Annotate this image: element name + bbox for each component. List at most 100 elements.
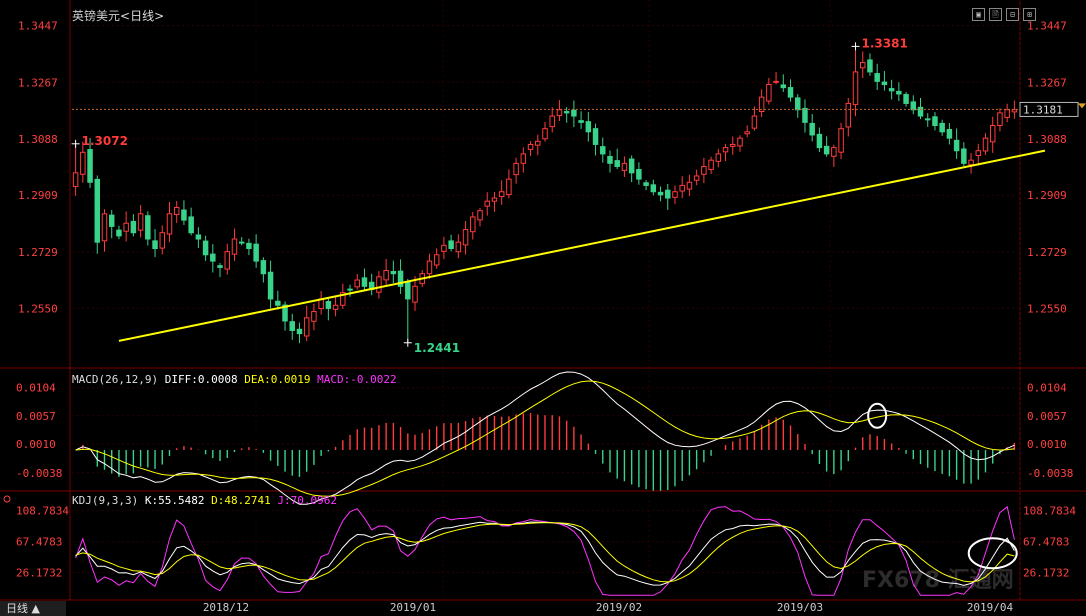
kdj-tick-label-right: 108.7834: [1023, 505, 1076, 518]
j-value: 70.0962: [290, 494, 337, 507]
macd-tick-label: 0.0104: [16, 382, 56, 395]
candle-body: [989, 125, 996, 143]
candle-body: [766, 84, 772, 102]
macd-value: -0.0022: [350, 373, 397, 386]
candle-body: [600, 146, 606, 155]
minimize-icon[interactable]: ⊟: [1006, 8, 1019, 21]
candle-body: [549, 115, 555, 128]
candle-body: [737, 137, 743, 147]
candle-body: [188, 216, 194, 234]
candle-body: [896, 90, 902, 95]
candle-body: [347, 288, 353, 291]
candle-body: [867, 59, 873, 73]
candle-body: [961, 148, 967, 164]
macd-tick-label: -0.0038: [16, 467, 62, 480]
window-icon[interactable]: ▣: [972, 8, 985, 21]
kdj-tick-label: 67.4783: [16, 536, 62, 549]
price-tick-label-right: 1.3267: [1027, 76, 1067, 89]
candle-body: [968, 159, 974, 166]
candle-body: [72, 172, 79, 188]
candle-body: [708, 159, 714, 170]
candle-body: [260, 260, 267, 275]
candle-body: [238, 241, 245, 244]
candle-body: [730, 143, 736, 147]
candle-body: [975, 150, 982, 157]
extreme-label: 1.2441: [414, 341, 460, 355]
candle-body: [412, 285, 418, 303]
candle-body: [802, 107, 808, 123]
kdj-tick-label-right: 67.4783: [1023, 536, 1069, 549]
macd-tick-label-right: 0.0057: [1027, 410, 1067, 423]
candle-body: [607, 155, 613, 164]
candle-body: [715, 153, 722, 162]
macd-title: MACD(26,12,9): [72, 373, 159, 386]
macd-tick-label: 0.0057: [16, 410, 56, 423]
candle-body: [405, 281, 411, 300]
candle-body: [946, 129, 953, 139]
last-price-arrow-icon: [1078, 103, 1086, 109]
price-tick-label-right: 1.2729: [1027, 246, 1067, 259]
j-label: J:70.0962: [277, 494, 337, 507]
candle-body: [701, 166, 707, 175]
candle-body: [556, 109, 563, 117]
candle-body: [860, 61, 866, 69]
candle-body: [924, 118, 931, 121]
date-tick-label: 2019/02: [596, 601, 642, 614]
d-value: 48.2741: [224, 494, 271, 507]
diff-line: [75, 371, 1015, 505]
dea-line: [75, 380, 1015, 497]
price-tick-label: 1.3088: [18, 133, 58, 146]
price-tick-label: 1.3267: [18, 76, 58, 89]
candle-body: [722, 147, 729, 153]
candle-body: [795, 97, 801, 111]
date-tick-label: 2019/04: [967, 601, 1014, 614]
candle-body: [383, 270, 389, 281]
date-axis: 2018/12 2019/01 2019/02 2019/03 2019/04: [203, 601, 1014, 614]
candle-body: [275, 300, 281, 306]
candle-body: [477, 210, 483, 221]
candle-body: [506, 178, 512, 196]
kdj-header: KDJ(9,3,3) K:55.5482 D:48.2741 J:70.0962: [72, 494, 337, 507]
candle-body: [838, 128, 844, 153]
candle-body: [520, 153, 527, 164]
candle-body: [397, 270, 404, 287]
maximize-icon[interactable]: ⊞: [1023, 8, 1036, 21]
price-tick-label: 1.2729: [18, 246, 58, 259]
candle-body: [1011, 109, 1018, 113]
candle-body: [145, 215, 151, 240]
candle-body: [94, 178, 101, 243]
candle-body: [433, 254, 440, 266]
dea-value: 0.0019: [270, 373, 311, 386]
candle-body: [852, 71, 859, 106]
indicator-dot-icon: [3, 495, 11, 503]
candle-body: [470, 216, 476, 233]
kdj-title: KDJ(9,3,3): [72, 494, 139, 507]
kdj-tick-label: 26.1732: [16, 567, 62, 580]
candle-body: [917, 106, 924, 117]
candle-body: [592, 128, 599, 145]
kdj-tick-label-right: 26.1732: [1023, 567, 1069, 580]
candle-body: [491, 197, 498, 202]
candle-body: [390, 270, 397, 275]
period-label: <日线>: [120, 9, 165, 23]
candle-body: [116, 229, 122, 237]
candle-body: [636, 169, 642, 180]
candle-body: [123, 222, 129, 232]
candle-body: [571, 109, 577, 117]
candle-body: [448, 240, 454, 249]
period-tab[interactable]: 日线 ▲: [0, 601, 66, 616]
candle-body: [888, 88, 895, 92]
candle-body: [628, 158, 635, 174]
candle-body: [426, 260, 433, 275]
candle-body: [621, 162, 628, 171]
candle-body: [744, 131, 750, 135]
candle-body: [686, 181, 693, 190]
candlestick-series: [72, 46, 1018, 344]
candle-body: [982, 137, 989, 152]
candle-body: [563, 111, 570, 114]
candle-body: [87, 149, 93, 183]
document-icon[interactable]: 🗎: [989, 8, 1002, 21]
candle-body: [672, 191, 678, 198]
candle-body: [780, 84, 787, 89]
candle-body: [939, 122, 945, 133]
